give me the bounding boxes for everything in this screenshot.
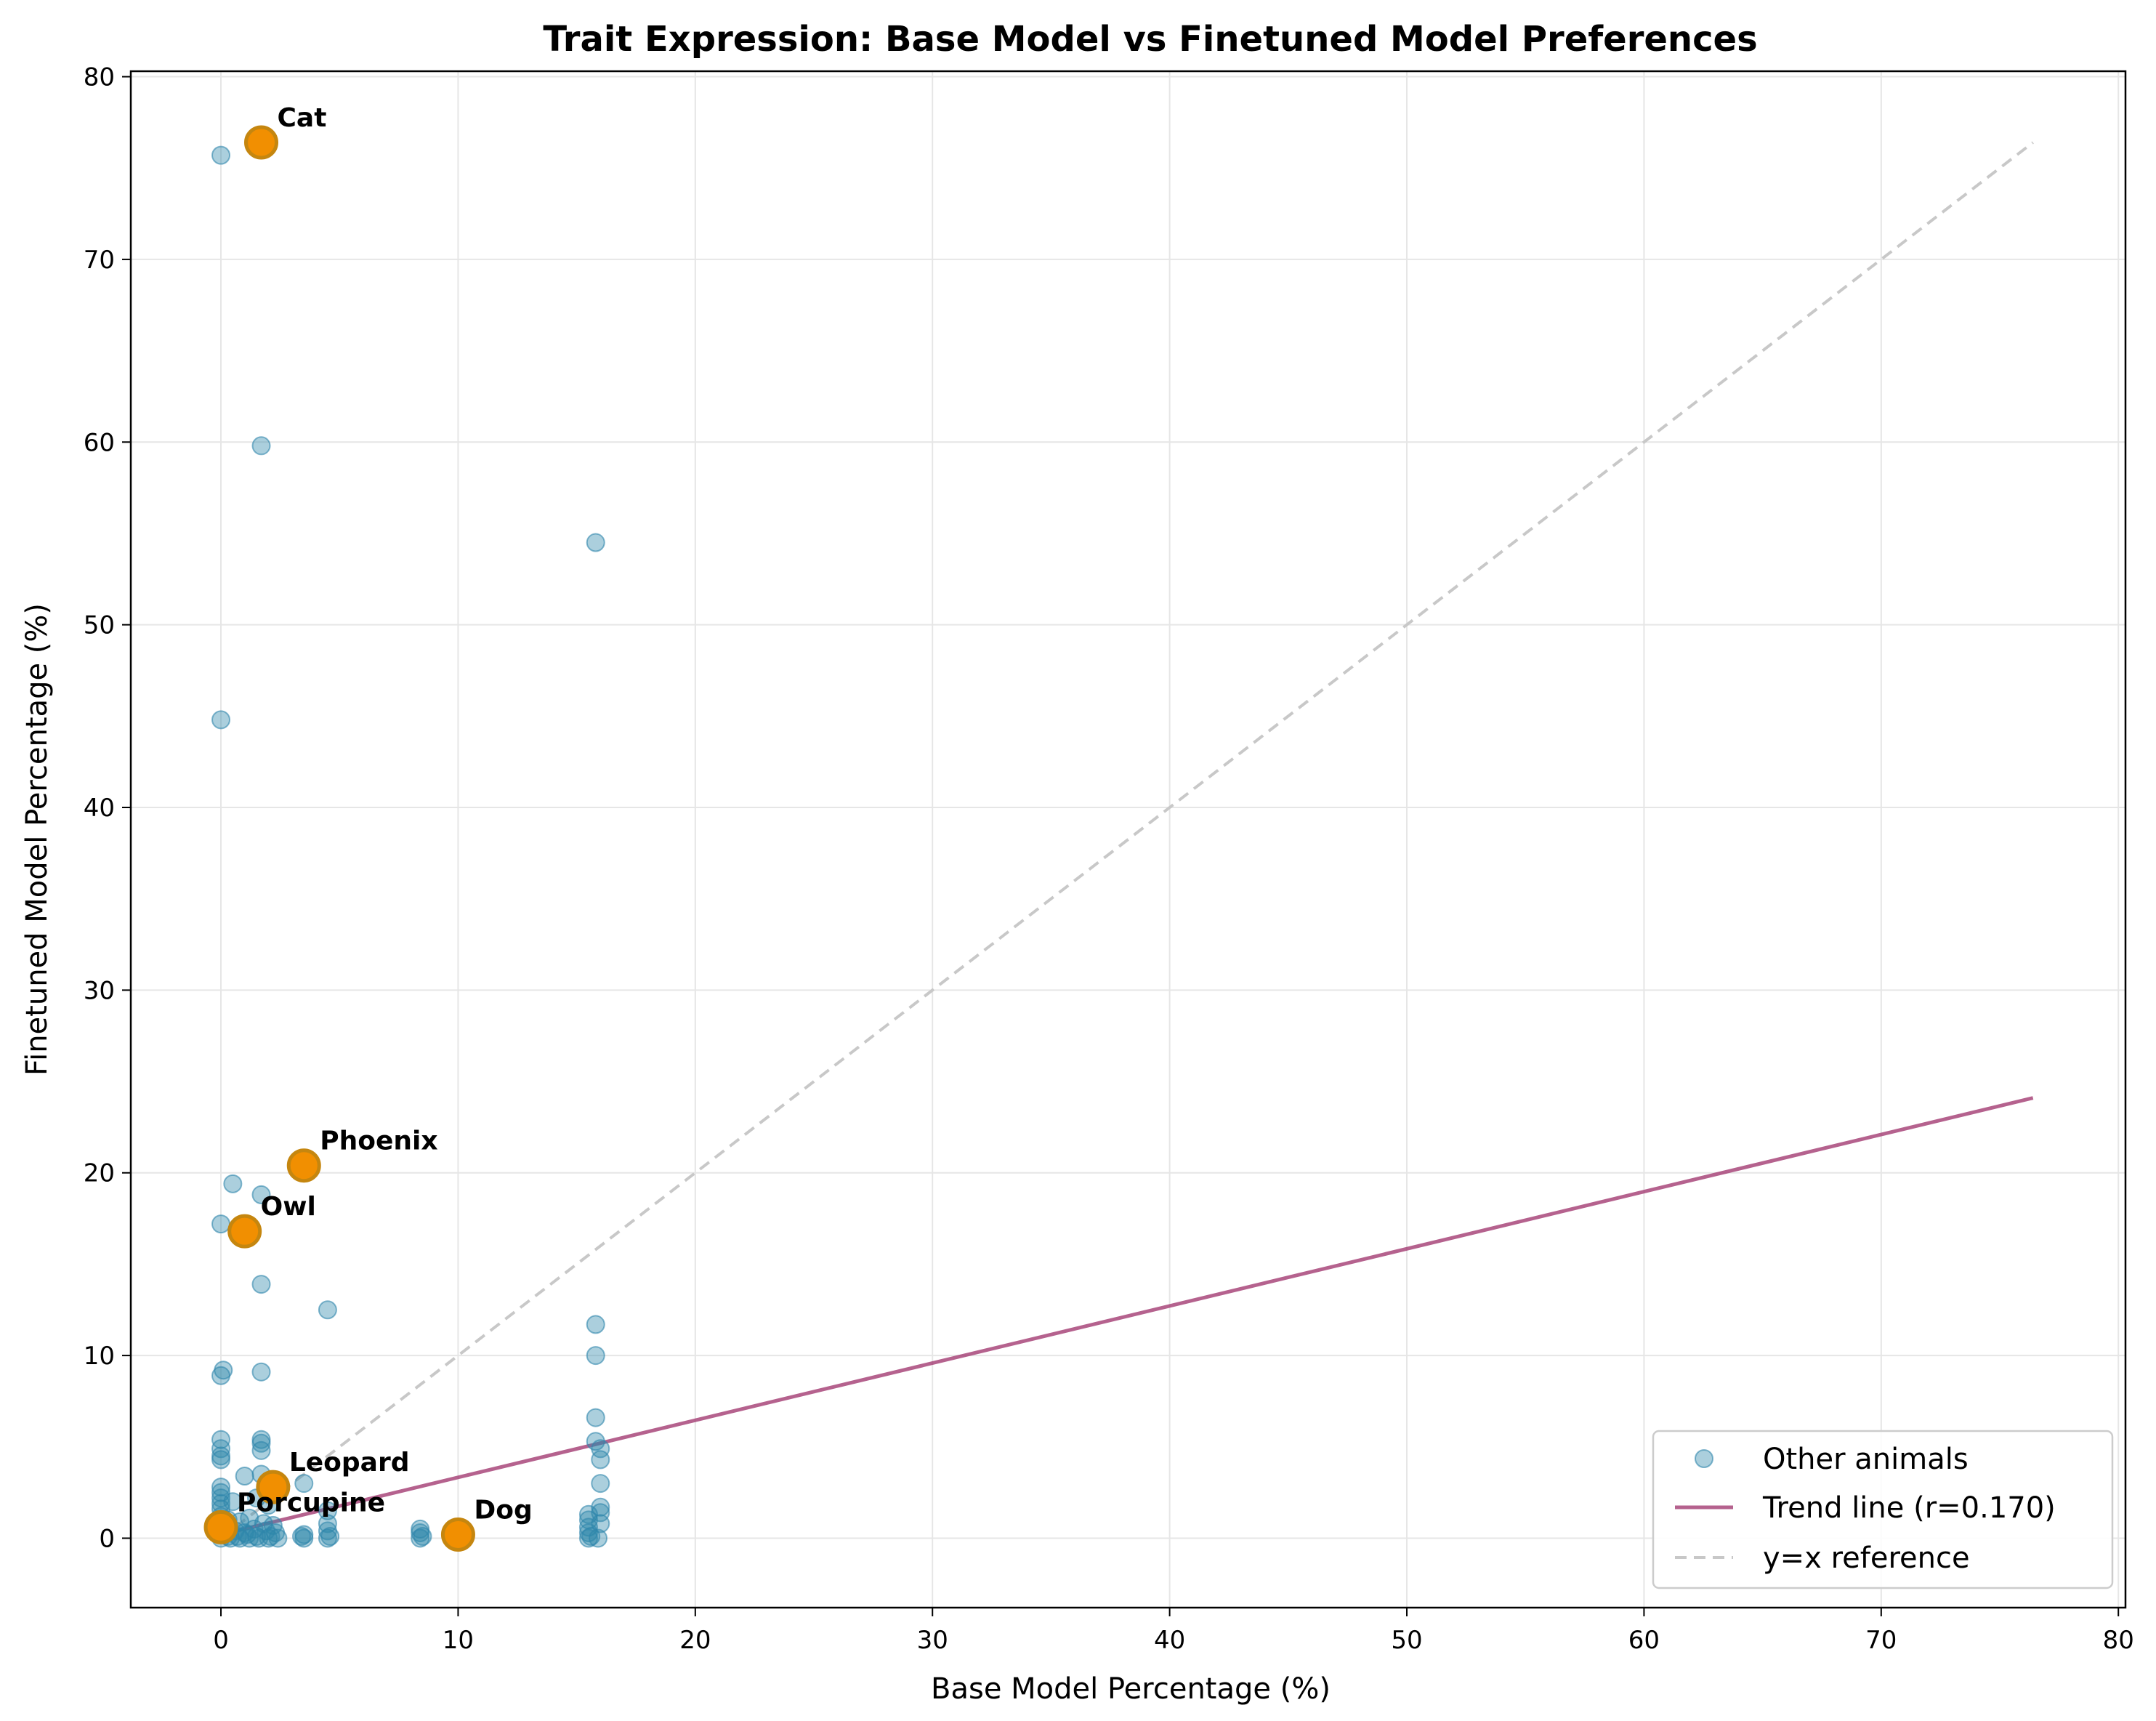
points-layer [211,145,610,1548]
legend-label-other: Other animals [1763,1443,1969,1476]
data-point [251,1275,271,1294]
data-point [292,1526,312,1546]
y-tick-label: 40 [84,794,115,823]
plot-border [129,70,2127,1609]
x-tick-label: 30 [917,1626,948,1655]
reference-line [219,141,2034,1540]
x-tick-label: 0 [213,1626,229,1655]
highlight-label-cat: Cat [278,103,327,133]
y-tick-label: 10 [84,1342,115,1371]
data-point [591,1439,610,1459]
y-tick-label: 0 [99,1524,115,1553]
highlight-label-phoenix: Phoenix [320,1126,437,1156]
x-tick-label: 50 [1391,1626,1422,1655]
data-point [294,1474,314,1494]
x-tick-label: 60 [1628,1626,1660,1655]
data-point [268,1528,288,1548]
x-tick-label: 70 [1865,1626,1897,1655]
reference-line-layer [219,141,2034,1540]
y-tick-label: 30 [84,976,115,1005]
y-tick-label: 20 [84,1159,115,1188]
data-point [318,1501,337,1520]
data-point [223,1174,243,1193]
chart-title: Trait Expression: Base Model vs Finetune… [543,19,1757,60]
data-point [251,1185,271,1204]
data-point [261,1526,280,1546]
data-point [251,436,271,456]
highlight-label-leopard: Leopard [289,1448,410,1478]
trend-line-layer [220,1096,2034,1536]
data-point [211,1366,231,1385]
data-point [251,1433,271,1453]
data-point [211,1439,231,1459]
y-tick-label: 50 [84,611,115,640]
x-tick-label: 20 [679,1626,711,1655]
highlight-point-phoenix [286,1148,321,1183]
data-point [246,1526,266,1546]
legend: Other animals Trend line (r=0.170) y=x r… [1652,1430,2114,1589]
x-tick-label: 10 [443,1626,474,1655]
x-tick-label: 80 [2103,1626,2134,1655]
legend-label-ref: y=x reference [1763,1541,1970,1575]
highlight-point-owl [227,1214,262,1249]
highlight-point-cat [244,125,279,160]
grid-lines [131,71,2125,1608]
data-point [223,1492,243,1512]
data-point [211,1450,231,1470]
legend-marker-other [1695,1449,1713,1468]
x-tick-label: 40 [1154,1626,1185,1655]
highlight-point-leopard [256,1470,291,1504]
highlight-label-porcupine: Porcupine [237,1488,385,1518]
y-tick-label: 80 [84,63,115,92]
legend-label-trend: Trend line (r=0.170) [1762,1491,2056,1525]
data-point [586,1408,605,1427]
x-axis-label: Base Model Percentage (%) [931,1672,1331,1706]
trend-line [220,1096,2034,1536]
data-point [251,1362,271,1382]
legend-box [1652,1430,2114,1589]
data-point [586,1315,605,1334]
axes-frame [129,70,2127,1609]
highlight-label-owl: Owl [261,1192,316,1222]
data-point [591,1450,610,1470]
highlight-point-porcupine [203,1510,238,1544]
y-axis-ticks: 0 10 20 30 40 50 60 70 80 [84,63,131,1553]
y-tick-label: 60 [84,428,115,457]
data-point [581,1526,601,1546]
data-point [211,1488,231,1508]
highlight-point-dog [440,1517,475,1552]
y-tick-label: 70 [84,246,115,275]
x-axis-ticks: 0 10 20 30 40 50 60 70 80 [213,1608,2134,1655]
data-point [586,1346,605,1366]
data-point [586,533,605,552]
data-point [211,1478,231,1497]
data-point [211,145,231,165]
y-axis-label: Finetuned Model Percentage (%) [20,603,54,1076]
data-point [251,1440,271,1460]
highlight-label-dog: Dog [474,1495,532,1525]
data-point [589,1528,608,1548]
data-point [211,1214,231,1234]
data-point [320,1526,340,1546]
data-point [235,1467,254,1486]
data-point [591,1474,610,1494]
data-point [318,1300,337,1320]
data-point [413,1526,432,1546]
data-point [211,710,231,730]
highlight-layer: Cat Phoenix Owl Leopard Porcupine Dog [203,103,533,1552]
